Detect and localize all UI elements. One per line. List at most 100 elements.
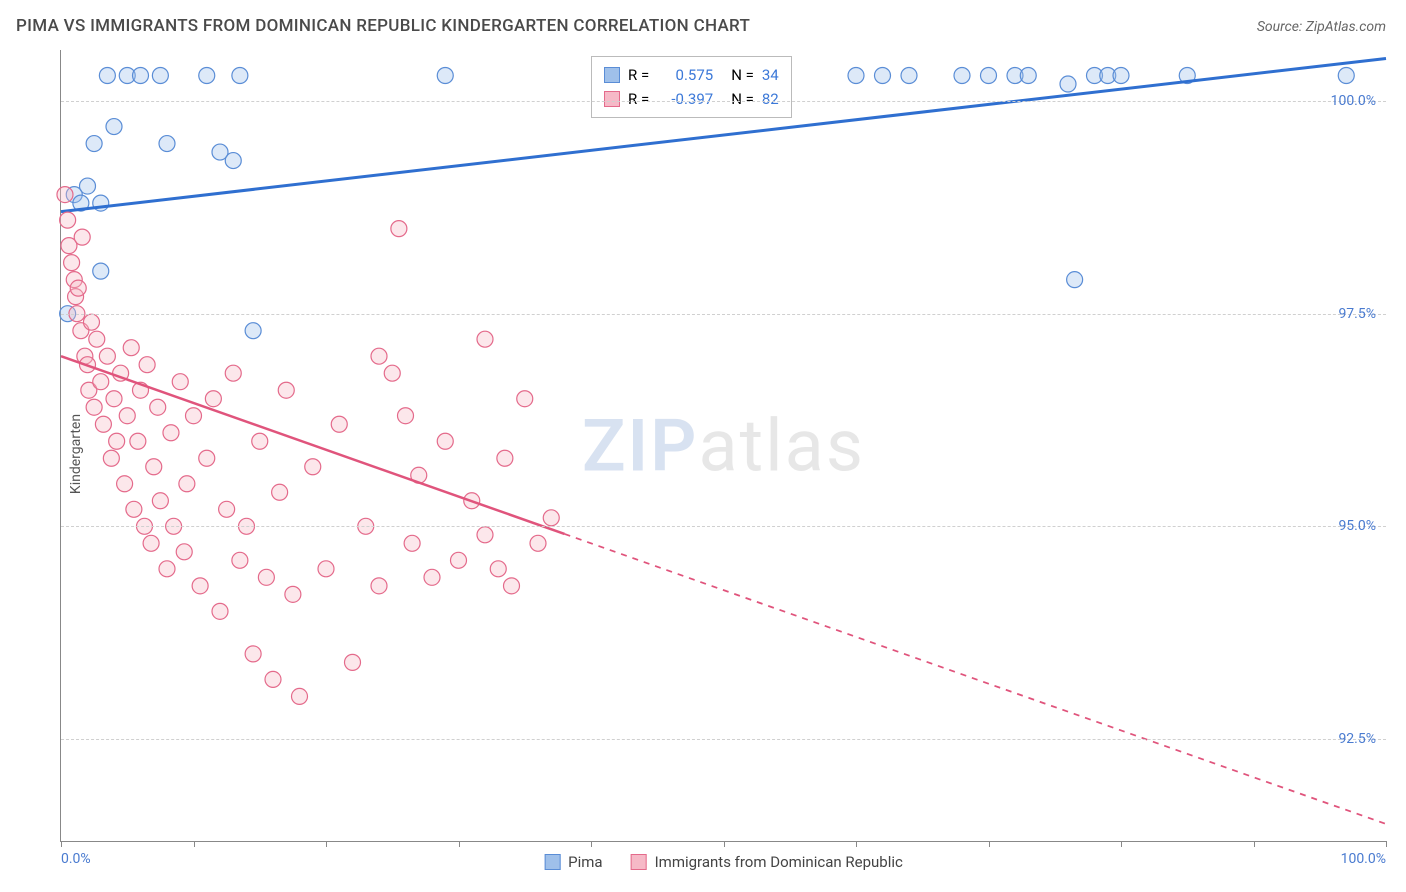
- data-point-dr: [179, 476, 195, 492]
- data-point-pima: [225, 153, 241, 169]
- data-point-dr: [70, 280, 86, 296]
- data-point-dr: [64, 255, 80, 271]
- data-point-dr: [272, 484, 288, 500]
- data-point-pima: [245, 323, 261, 339]
- data-point-dr: [86, 399, 102, 415]
- data-point-dr: [150, 399, 166, 415]
- correlation-legend: R =0.575N =34R =-0.397N =82: [591, 56, 792, 118]
- gridline: [61, 526, 1386, 527]
- data-point-dr: [126, 501, 142, 517]
- data-point-pima: [159, 136, 175, 152]
- data-point-dr: [93, 374, 109, 390]
- data-point-dr: [252, 433, 268, 449]
- data-point-dr: [103, 450, 119, 466]
- data-point-dr: [159, 561, 175, 577]
- x-tick: [61, 841, 62, 847]
- legend-swatch: [604, 67, 620, 83]
- data-point-pima: [1020, 68, 1036, 84]
- legend-r-value: -0.397: [657, 87, 713, 111]
- data-point-pima: [86, 136, 102, 152]
- gridline: [61, 739, 1386, 740]
- data-point-dr: [172, 374, 188, 390]
- legend-r-value: 0.575: [657, 63, 713, 87]
- data-point-dr: [163, 425, 179, 441]
- data-point-pima: [106, 119, 122, 135]
- data-point-dr: [60, 212, 76, 228]
- data-point-dr: [152, 493, 168, 509]
- data-point-dr: [176, 544, 192, 560]
- data-point-pima: [901, 68, 917, 84]
- data-point-dr: [451, 552, 467, 568]
- data-point-dr: [305, 459, 321, 475]
- source-attribution: Source: ZipAtlas.com: [1257, 19, 1386, 35]
- data-point-dr: [109, 433, 125, 449]
- data-point-dr: [83, 314, 99, 330]
- x-axis-min-label: 0.0%: [61, 851, 91, 867]
- data-point-dr: [212, 603, 228, 619]
- data-point-dr: [225, 365, 241, 381]
- legend-swatch: [544, 854, 560, 870]
- data-point-dr: [123, 340, 139, 356]
- legend-item-dr: Immigrants from Dominican Republic: [631, 853, 903, 871]
- data-point-dr: [437, 433, 453, 449]
- data-point-dr: [258, 569, 274, 585]
- legend-r-label: R =: [628, 87, 649, 111]
- x-tick: [326, 841, 327, 847]
- legend-n-value: 34: [762, 63, 779, 87]
- legend-swatch: [631, 854, 647, 870]
- x-axis-max-label: 100.0%: [1341, 851, 1386, 867]
- data-point-dr: [371, 578, 387, 594]
- data-point-dr: [517, 391, 533, 407]
- series-legend: PimaImmigrants from Dominican Republic: [544, 853, 903, 871]
- scatter-svg: [61, 50, 1386, 841]
- legend-swatch: [604, 91, 620, 107]
- data-point-dr: [504, 578, 520, 594]
- data-point-dr: [245, 646, 261, 662]
- data-point-dr: [424, 569, 440, 585]
- y-tick-label: 97.5%: [1338, 306, 1376, 322]
- data-point-dr: [477, 527, 493, 543]
- chart-title: PIMA VS IMMIGRANTS FROM DOMINICAN REPUBL…: [16, 16, 750, 36]
- y-tick-label: 92.5%: [1338, 731, 1376, 747]
- data-point-pima: [99, 68, 115, 84]
- data-point-dr: [89, 331, 105, 347]
- data-point-dr: [192, 578, 208, 594]
- data-point-dr: [117, 476, 133, 492]
- data-point-dr: [391, 221, 407, 237]
- data-point-dr: [371, 348, 387, 364]
- x-tick: [1254, 841, 1255, 847]
- data-point-pima: [199, 68, 215, 84]
- data-point-dr: [57, 187, 73, 203]
- data-point-pima: [981, 68, 997, 84]
- data-point-dr: [143, 535, 159, 551]
- regression-line-dashed-dr: [565, 534, 1387, 824]
- data-point-pima: [1338, 68, 1354, 84]
- data-point-dr: [318, 561, 334, 577]
- data-point-pima: [875, 68, 891, 84]
- legend-label: Immigrants from Dominican Republic: [655, 853, 903, 871]
- data-point-dr: [205, 391, 221, 407]
- data-point-dr: [490, 561, 506, 577]
- data-point-pima: [437, 68, 453, 84]
- x-tick: [459, 841, 460, 847]
- data-point-dr: [384, 365, 400, 381]
- data-point-dr: [74, 229, 90, 245]
- data-point-dr: [278, 382, 294, 398]
- data-point-pima: [80, 178, 96, 194]
- data-point-dr: [543, 510, 559, 526]
- data-point-pima: [1113, 68, 1129, 84]
- x-tick: [591, 841, 592, 847]
- data-point-dr: [119, 408, 135, 424]
- legend-n-label: N =: [731, 87, 754, 111]
- data-point-dr: [146, 459, 162, 475]
- data-point-dr: [331, 416, 347, 432]
- data-point-pima: [133, 68, 149, 84]
- data-point-dr: [199, 450, 215, 466]
- gridline: [61, 314, 1386, 315]
- data-point-dr: [106, 391, 122, 407]
- data-point-dr: [345, 654, 361, 670]
- x-tick: [1386, 841, 1387, 847]
- data-point-dr: [398, 408, 414, 424]
- data-point-pima: [93, 263, 109, 279]
- data-point-dr: [186, 408, 202, 424]
